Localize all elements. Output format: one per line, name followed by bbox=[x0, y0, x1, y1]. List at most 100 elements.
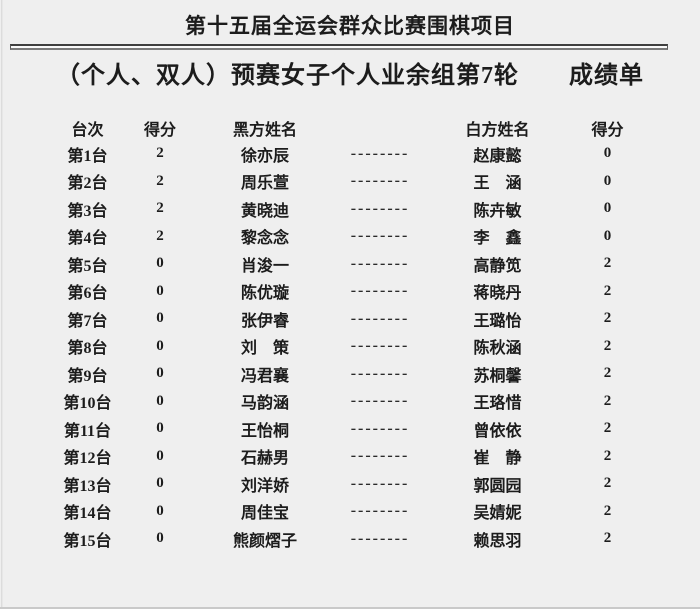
white-score-value: 2 bbox=[603, 447, 612, 464]
pairing-dashes: -------- bbox=[350, 282, 410, 300]
pairing-dashes: -------- bbox=[350, 419, 410, 437]
black-score-value: 2 bbox=[156, 227, 164, 244]
white-player-name: 苏桐馨 bbox=[473, 367, 522, 385]
black-score-value: 0 bbox=[156, 475, 164, 492]
title-divider-rule bbox=[10, 44, 668, 50]
board-label: 第10台 bbox=[63, 395, 112, 413]
table-row: 第15台 0 熊颜熠子 -------- 赖思羽 2 bbox=[0, 525, 700, 553]
black-score-value: 2 bbox=[156, 145, 164, 162]
black-player-name: 黄晓迪 bbox=[240, 202, 289, 220]
table-row: 第7台 0 张伊睿 -------- 王璐怡 2 bbox=[0, 305, 700, 333]
white-score-value: 2 bbox=[603, 337, 612, 354]
header-black-name: 黑方姓名 bbox=[232, 122, 297, 139]
results-document: 第十五届全运会群众比赛围棋项目 （个人、双人）预赛女子个人业余组第7轮 成绩单 … bbox=[0, 14, 700, 553]
white-player-name: 王璐怡 bbox=[473, 312, 522, 330]
white-player-name: 王珞惜 bbox=[473, 395, 522, 413]
pairing-dashes: -------- bbox=[350, 529, 410, 547]
white-score-value: 0 bbox=[603, 200, 612, 217]
black-score-value: 0 bbox=[156, 530, 164, 547]
black-player-name: 陈优璇 bbox=[240, 285, 289, 303]
header-black-score: 得分 bbox=[143, 122, 176, 139]
black-player-name: 熊颜熠子 bbox=[232, 532, 297, 550]
white-player-name: 蒋晓丹 bbox=[473, 285, 522, 303]
pairing-dashes: -------- bbox=[350, 447, 410, 465]
pairing-dashes: -------- bbox=[350, 199, 410, 217]
pairing-dashes: -------- bbox=[350, 227, 410, 245]
white-score-value: 2 bbox=[603, 255, 612, 272]
window-left-edge-line bbox=[1, 0, 3, 609]
black-player-name: 肖浚一 bbox=[240, 257, 289, 275]
page-subtitle: （个人、双人）预赛女子个人业余组第7轮 成绩单 bbox=[56, 63, 644, 89]
black-player-name: 张伊睿 bbox=[240, 312, 289, 330]
white-player-name: 陈秋涵 bbox=[473, 340, 522, 358]
board-label: 第1台 bbox=[67, 147, 108, 165]
table-row: 第9台 0 冯君襄 -------- 苏桐馨 2 bbox=[0, 360, 700, 388]
window-bottom-edge-line bbox=[0, 607, 700, 609]
pairing-dashes: -------- bbox=[350, 254, 410, 272]
black-player-name: 黎念念 bbox=[240, 230, 289, 248]
white-score-value: 2 bbox=[603, 282, 612, 299]
pairing-dashes: -------- bbox=[350, 502, 410, 520]
black-score-value: 0 bbox=[156, 392, 164, 409]
board-label: 第9台 bbox=[67, 367, 108, 385]
black-player-name: 王怡桐 bbox=[240, 422, 289, 440]
table-row: 第13台 0 刘洋娇 -------- 郭圆园 2 bbox=[0, 470, 700, 498]
table-row: 第10台 0 马韵涵 -------- 王珞惜 2 bbox=[0, 388, 700, 416]
pairing-dashes: -------- bbox=[350, 364, 410, 382]
table-row: 第14台 0 周佳宝 -------- 吴婧妮 2 bbox=[0, 498, 700, 526]
header-white-name: 白方姓名 bbox=[465, 122, 530, 139]
table-row: 第11台 0 王怡桐 -------- 曾依依 2 bbox=[0, 415, 700, 443]
black-score-value: 2 bbox=[156, 172, 164, 189]
board-label: 第2台 bbox=[67, 175, 108, 193]
white-score-value: 2 bbox=[603, 475, 612, 492]
table-row: 第5台 0 肖浚一 -------- 高静笕 2 bbox=[0, 250, 700, 278]
pairing-dashes: -------- bbox=[350, 337, 410, 355]
board-label: 第15台 bbox=[63, 532, 112, 550]
black-score-value: 0 bbox=[156, 447, 164, 464]
black-player-name: 刘 策 bbox=[240, 340, 289, 358]
white-player-name: 赖思羽 bbox=[473, 532, 522, 550]
board-label: 第12台 bbox=[63, 450, 112, 468]
black-score-value: 0 bbox=[156, 255, 164, 272]
white-score-value: 0 bbox=[603, 227, 612, 244]
black-player-name: 徐亦辰 bbox=[240, 147, 289, 165]
table-header-row: 台次 得分 黑方姓名 白方姓名 得分 bbox=[0, 116, 700, 139]
table-row: 第1台 2 徐亦辰 -------- 赵康懿 0 bbox=[0, 140, 700, 168]
white-player-name: 赵康懿 bbox=[473, 147, 522, 165]
white-score-value: 0 bbox=[603, 145, 612, 162]
white-score-value: 2 bbox=[603, 502, 612, 519]
black-score-value: 0 bbox=[156, 310, 164, 327]
black-score-value: 0 bbox=[156, 365, 164, 382]
black-player-name: 周乐萱 bbox=[240, 175, 289, 193]
white-player-name: 吴婧妮 bbox=[473, 505, 522, 523]
board-label: 第8台 bbox=[67, 340, 108, 358]
results-rows: 第1台 2 徐亦辰 -------- 赵康懿 0 第2台 2 周乐萱 -----… bbox=[0, 140, 700, 553]
white-score-value: 2 bbox=[603, 392, 612, 409]
white-player-name: 李 鑫 bbox=[473, 230, 522, 248]
black-player-name: 刘洋娇 bbox=[240, 477, 289, 495]
table-row: 第8台 0 刘 策 -------- 陈秋涵 2 bbox=[0, 333, 700, 361]
black-player-name: 石赫男 bbox=[240, 450, 289, 468]
board-label: 第5台 bbox=[67, 257, 108, 275]
page-title: 第十五届全运会群众比赛围棋项目 bbox=[185, 14, 515, 38]
black-score-value: 2 bbox=[156, 200, 164, 217]
header-white-score: 得分 bbox=[591, 122, 624, 139]
white-score-value: 2 bbox=[603, 420, 612, 437]
white-score-value: 2 bbox=[603, 365, 612, 382]
board-label: 第11台 bbox=[63, 422, 112, 440]
board-label: 第7台 bbox=[67, 312, 108, 330]
black-score-value: 0 bbox=[156, 420, 164, 437]
black-score-value: 0 bbox=[156, 502, 164, 519]
black-player-name: 冯君襄 bbox=[240, 367, 289, 385]
board-label: 第4台 bbox=[67, 230, 108, 248]
table-row: 第6台 0 陈优璇 -------- 蒋晓丹 2 bbox=[0, 278, 700, 306]
pairing-dashes: -------- bbox=[350, 172, 410, 190]
black-score-value: 0 bbox=[156, 282, 164, 299]
white-score-value: 2 bbox=[603, 310, 612, 327]
table-row: 第2台 2 周乐萱 -------- 王 涵 0 bbox=[0, 168, 700, 196]
pairing-dashes: -------- bbox=[350, 309, 410, 327]
white-player-name: 曾依依 bbox=[473, 422, 522, 440]
black-player-name: 周佳宝 bbox=[240, 505, 289, 523]
board-label: 第13台 bbox=[63, 477, 112, 495]
white-score-value: 2 bbox=[603, 530, 612, 547]
